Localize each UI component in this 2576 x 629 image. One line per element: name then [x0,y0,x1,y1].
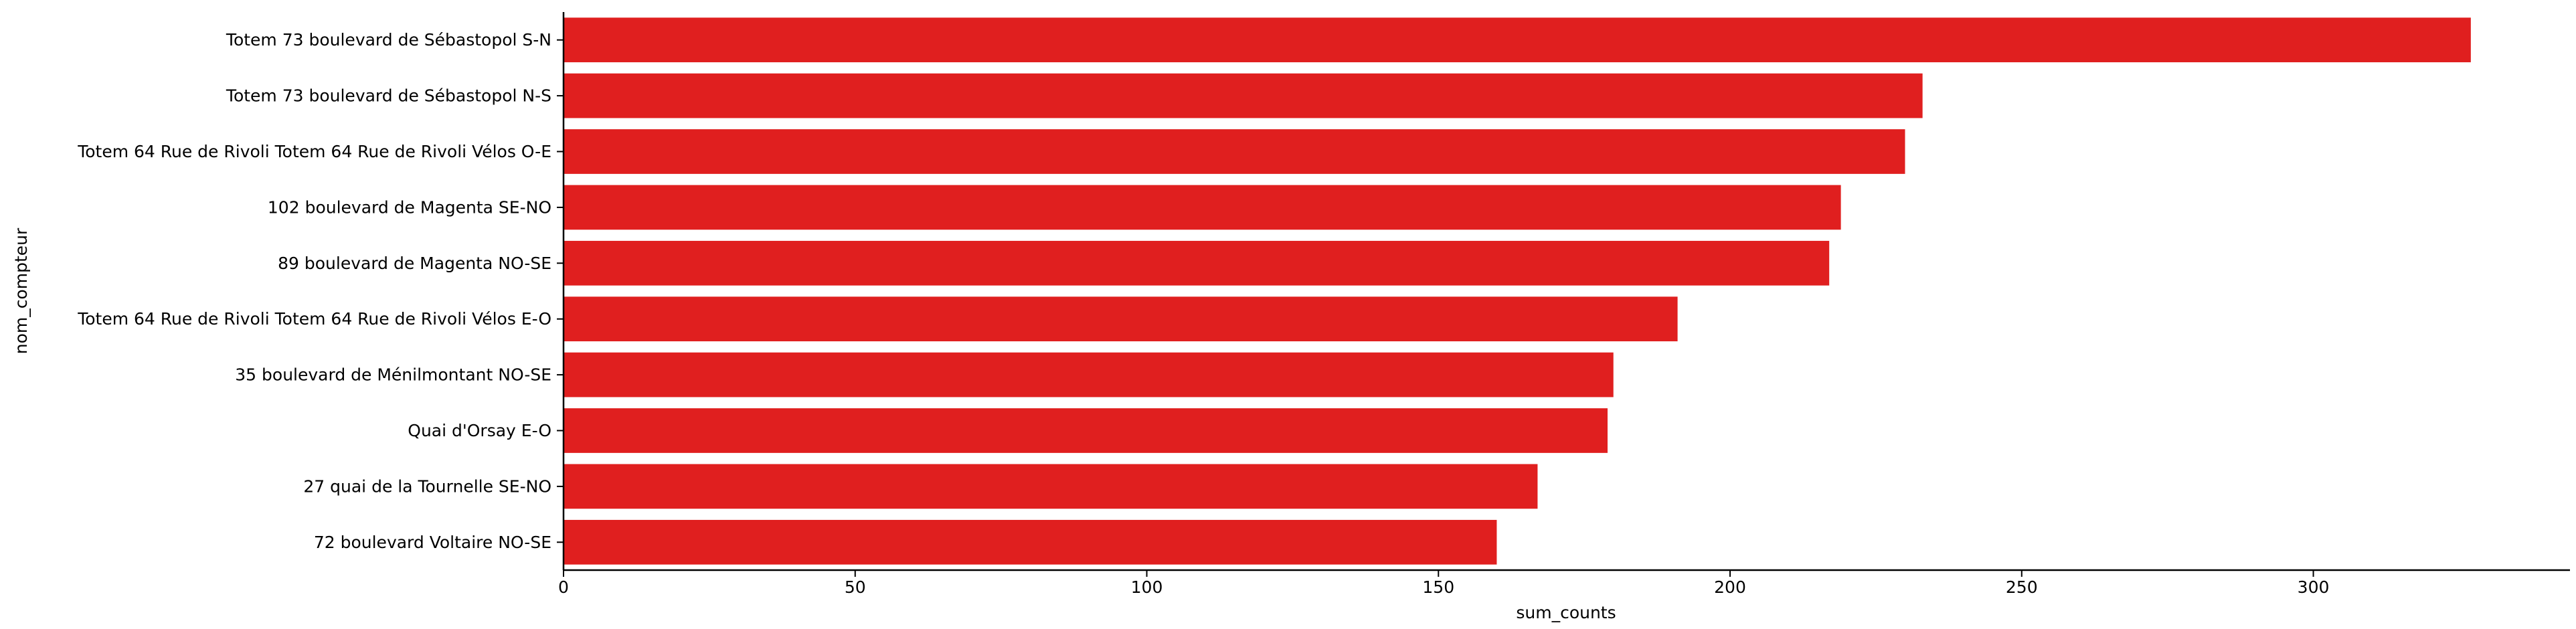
category-labels-group: Totem 73 boulevard de Sébastopol S-N Tote… [77,30,564,552]
category-label: 27 quai de la Tournelle SE-NO [303,476,551,496]
category-label: 35 boulevard de Ménilmontant NO-SE [235,365,551,385]
bar [564,408,1608,453]
category-label: Totem 73 boulevard de Sébastopol N-S [226,86,551,106]
bar [564,17,2471,63]
x-axis-title: sum_counts [1516,603,1616,622]
x-tick-label: 250 [2006,577,2038,597]
x-tick-label: 50 [845,577,866,597]
category-label: 72 boulevard Voltaire NO-SE [314,533,551,552]
x-ticks-group: 0 50 100 150 200 250 300 [558,570,2329,597]
bar [564,73,1923,118]
bar [564,352,1614,397]
bar [564,519,1497,565]
x-tick-label: 300 [2298,577,2330,597]
bar [564,296,1678,342]
category-label: Totem 64 Rue de Rivoli Totem 64 Rue de R… [77,309,551,329]
bar [564,185,1841,230]
bars-group [564,17,2471,565]
y-axis-title: nom_compteur [11,228,31,354]
bar [564,464,1538,509]
category-label: Totem 64 Rue de Rivoli Totem 64 Rue de R… [77,142,551,161]
category-label: 102 boulevard de Magenta SE-NO [268,197,551,217]
bar [564,129,1905,174]
x-tick-label: 200 [1714,577,1746,597]
category-label: Quai d'Orsay E-O [408,421,551,440]
bar [564,240,1830,286]
x-tick-label: 0 [558,577,569,597]
category-label: Totem 73 boulevard de Sébastopol S-N [226,30,551,50]
x-tick-label: 100 [1131,577,1163,597]
x-tick-label: 150 [1422,577,1454,597]
category-label: 89 boulevard de Magenta NO-SE [278,254,551,273]
